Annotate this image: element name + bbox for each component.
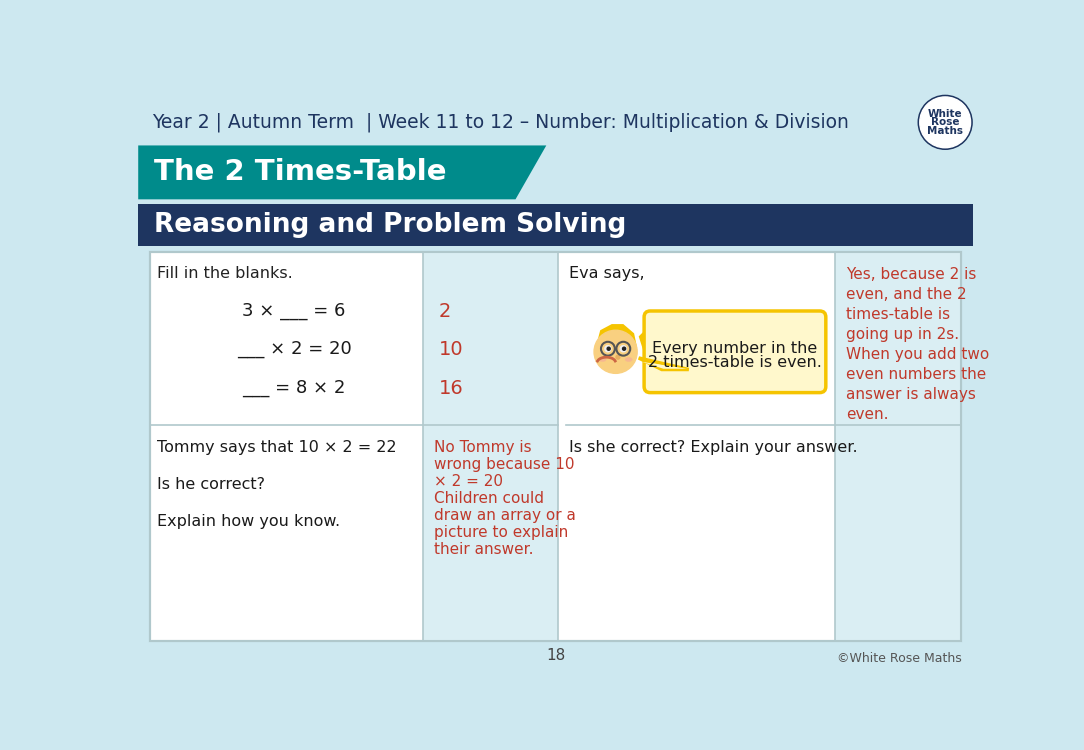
Text: Fill in the blanks.: Fill in the blanks. [157, 266, 293, 280]
Text: even, and the 2: even, and the 2 [846, 287, 967, 302]
Text: The 2 Times-Table: The 2 Times-Table [154, 158, 447, 187]
Circle shape [918, 95, 972, 149]
Bar [835, 252, 962, 640]
Text: wrong because 10: wrong because 10 [434, 458, 575, 472]
Text: Year 2 | Autumn Term  | Week 11 to 12 – Number: Multiplication & Division: Year 2 | Autumn Term | Week 11 to 12 – N… [152, 112, 849, 132]
Text: ©White Rose Maths: ©White Rose Maths [837, 652, 963, 664]
Text: going up in 2s.: going up in 2s. [846, 327, 959, 342]
Text: answer is always: answer is always [846, 387, 976, 402]
Circle shape [616, 356, 620, 359]
Text: Children could: Children could [434, 491, 544, 506]
Polygon shape [638, 322, 656, 356]
Text: picture to explain: picture to explain [434, 525, 568, 540]
Text: Rose: Rose [931, 117, 959, 128]
Circle shape [605, 346, 611, 352]
Text: Is he correct?: Is he correct? [157, 477, 266, 492]
Text: When you add two: When you add two [846, 347, 989, 362]
Ellipse shape [598, 357, 606, 362]
Circle shape [594, 330, 637, 374]
Text: Tommy says that 10 × 2 = 22: Tommy says that 10 × 2 = 22 [157, 440, 397, 455]
Circle shape [607, 347, 610, 350]
Text: their answer.: their answer. [434, 542, 533, 557]
Text: even.: even. [846, 407, 889, 422]
Circle shape [620, 346, 627, 352]
Text: 16: 16 [439, 379, 463, 398]
Text: × 2 = 20: × 2 = 20 [434, 474, 503, 489]
Bar [138, 204, 973, 246]
Text: 2: 2 [439, 302, 451, 321]
Text: Explain how you know.: Explain how you know. [157, 514, 340, 529]
Text: Is she correct? Explain your answer.: Is she correct? Explain your answer. [569, 440, 857, 455]
Text: Maths: Maths [927, 126, 964, 136]
Text: even numbers the: even numbers the [846, 368, 986, 382]
Ellipse shape [624, 357, 633, 362]
Text: Yes, because 2 is: Yes, because 2 is [846, 267, 977, 282]
Text: 10: 10 [439, 340, 463, 359]
Text: 2 times-table is even.: 2 times-table is even. [648, 355, 822, 370]
Polygon shape [642, 362, 687, 369]
Bar [150, 252, 962, 640]
Text: Eva says,: Eva says, [569, 266, 644, 280]
Circle shape [622, 347, 625, 350]
Text: No Tommy is: No Tommy is [434, 440, 531, 455]
Polygon shape [638, 358, 688, 370]
Circle shape [919, 97, 970, 148]
Bar [423, 252, 558, 640]
Text: White: White [928, 109, 963, 118]
Text: draw an array or a: draw an array or a [434, 508, 576, 523]
Text: ___ × 2 = 20: ___ × 2 = 20 [236, 340, 351, 358]
Text: Every number in the: Every number in the [653, 341, 817, 356]
Text: 18: 18 [546, 649, 565, 664]
Bar [150, 252, 962, 640]
Text: ___ = 8 × 2: ___ = 8 × 2 [243, 379, 346, 397]
Polygon shape [595, 324, 637, 348]
Text: 3 × ___ = 6: 3 × ___ = 6 [243, 302, 346, 320]
Polygon shape [138, 146, 546, 200]
Text: Reasoning and Problem Solving: Reasoning and Problem Solving [154, 211, 625, 238]
Text: times-table is: times-table is [846, 308, 950, 322]
FancyBboxPatch shape [644, 311, 826, 392]
